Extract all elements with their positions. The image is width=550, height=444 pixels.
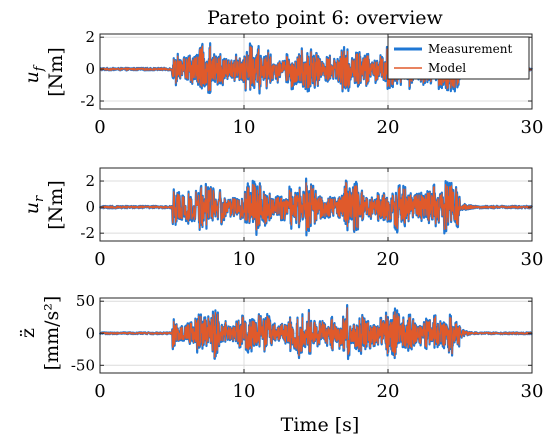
legend-box (387, 36, 530, 80)
panel-uf-ytick-label-1: 0 (85, 60, 95, 78)
panel-ur-ytick-label-0: -2 (80, 224, 95, 242)
panel-ur-xtick-label-3: 30 (521, 249, 544, 270)
panel-zdd-xtick-label-1: 10 (233, 381, 256, 402)
legend-label-0: Measurement (428, 42, 512, 56)
panel-uf: uf [Nm] 0 10 20 30 -2 0 2 Measurement Model (21, 28, 543, 138)
panel-uf-axes-frame (99, 33, 533, 110)
panel-ur-ylabel-symbol: u (21, 202, 43, 214)
panel-zdd-ylabel-symbol: z̈ (17, 328, 39, 338)
panel-uf-xtick-label-3: 30 (521, 117, 544, 138)
panel-zdd-ylabel-unit: [mm/s²] (41, 296, 63, 371)
panel-uf-ytick-label-0: -2 (80, 92, 95, 110)
panel-uf-ylabel: uf (21, 64, 47, 83)
panel-ur-xtick-label-1: 10 (233, 249, 256, 270)
panel-zdd-ytick-label-0: -50 (71, 356, 95, 374)
panel-zdd-series-model (99, 307, 533, 358)
panel-zdd-xtick-label-2: 20 (377, 381, 400, 402)
panel-uf-ylabel-unit: [Nm] (45, 47, 67, 96)
panel-zdd-xtick-label-3: 30 (521, 381, 544, 402)
panel-zdd: z̈ [mm/s²] 0 10 20 30 -50 0 50 (17, 292, 543, 402)
panel-zdd-axes-frame (99, 297, 533, 374)
x-axis-label: Time [s] (281, 414, 360, 436)
legend-label-1: Model (428, 61, 466, 75)
panel-ur: ur [Nm] 0 10 20 30 -2 0 2 (21, 167, 544, 270)
panel-ur-ylabel-unit: [Nm] (45, 180, 67, 229)
panel-zdd-xtick-label-0: 0 (94, 381, 105, 402)
panel-uf-xtick-label-2: 20 (377, 117, 400, 138)
panel-uf-ylabel-sub: f (32, 64, 47, 72)
panel-uf-xtick-label-0: 0 (94, 117, 105, 138)
panel-uf-xtick-label-1: 10 (233, 117, 256, 138)
panel-uf-ylabel-symbol: u (21, 71, 43, 83)
panel-ur-ylabel-sub: r (32, 195, 47, 202)
panel-ur-ytick-label-1: 0 (85, 198, 95, 216)
panel-zdd-ytick-label-1: 0 (85, 324, 95, 342)
chart-title: Pareto point 6: overview (207, 7, 443, 29)
panel-uf-ytick-label-2: 2 (85, 28, 95, 46)
legend: Measurement Model (387, 36, 530, 80)
panel-ur-xtick-label-0: 0 (94, 249, 105, 270)
panel-ur-ytick-label-2: 2 (85, 172, 95, 190)
panel-ur-axes-frame (99, 167, 533, 242)
panel-ur-series-model (99, 181, 533, 232)
panel-ur-xtick-label-2: 20 (377, 249, 400, 270)
panel-zdd-ytick-label-2: 50 (76, 292, 95, 310)
panel-ur-ylabel: ur (21, 195, 47, 214)
